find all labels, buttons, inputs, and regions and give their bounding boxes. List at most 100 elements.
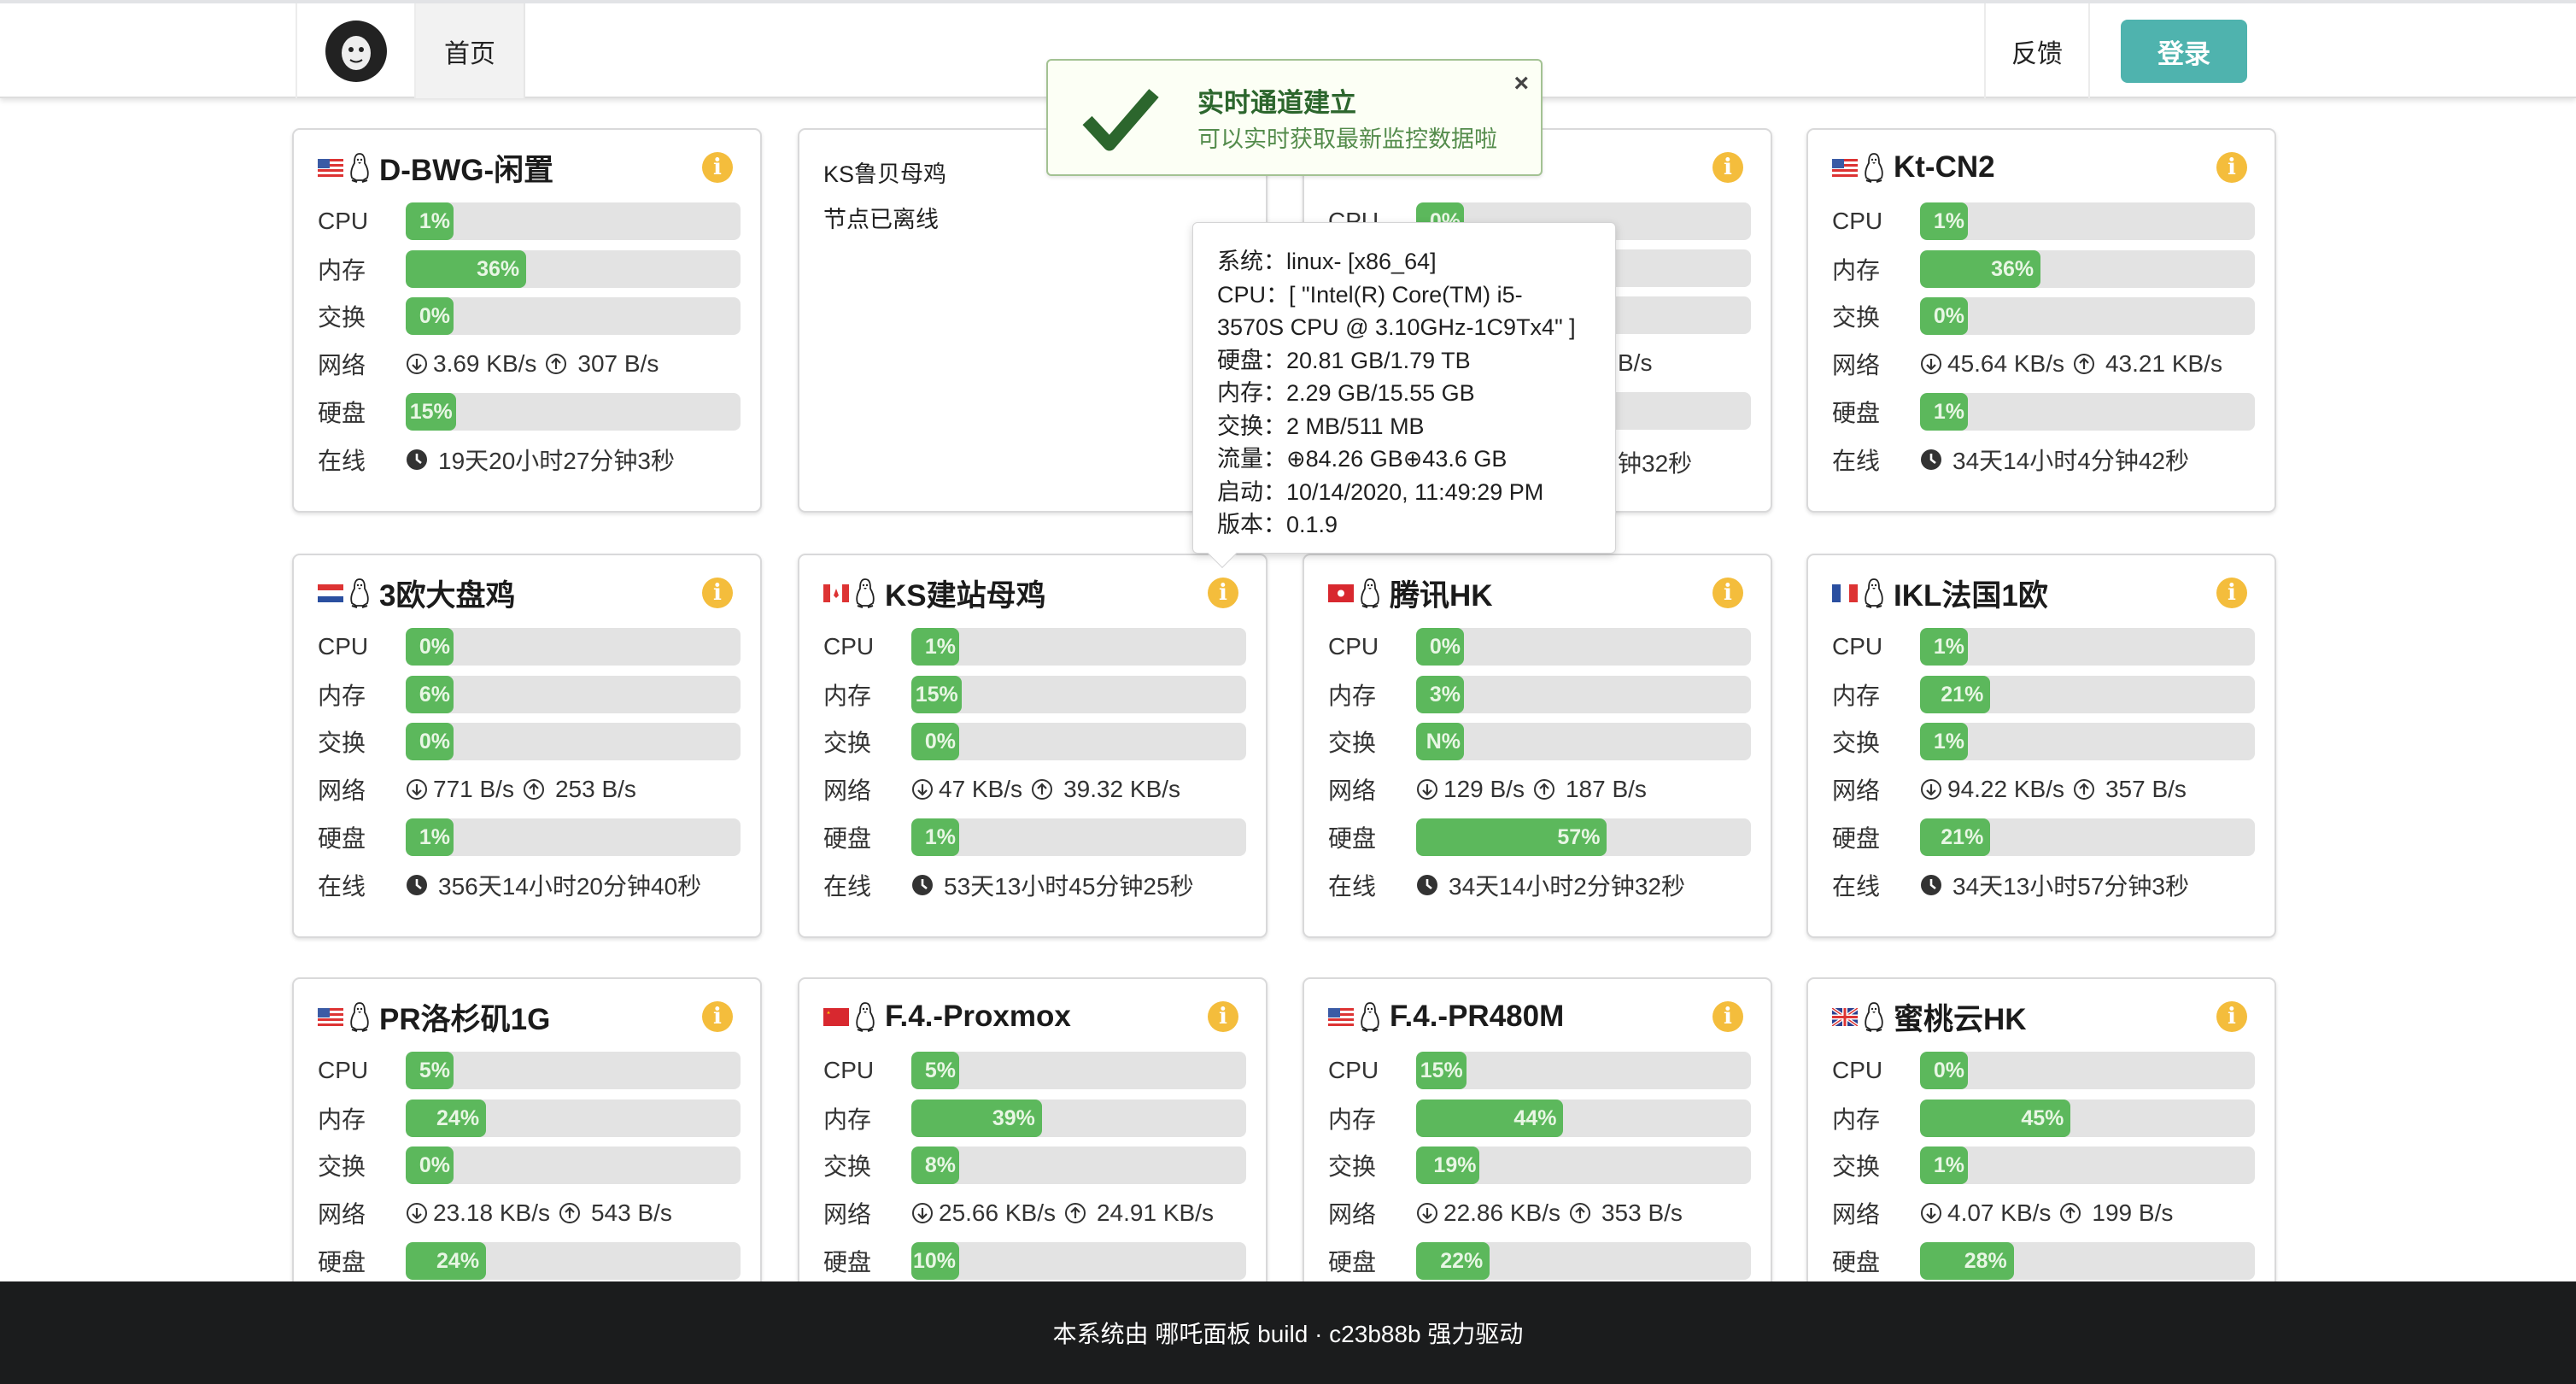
net-upload: 39.32 KB/s bbox=[1063, 776, 1181, 802]
cpu-progress-bar: 0% bbox=[1416, 628, 1751, 666]
disk-row: 硬盘 15% bbox=[318, 392, 745, 431]
mem-progress-bar: 21% bbox=[1920, 676, 2255, 713]
cpu-label: CPU bbox=[1832, 208, 1883, 234]
upload-arrow-icon bbox=[2073, 779, 2094, 800]
net-row: 网络 771 B/s 253 B/s bbox=[318, 770, 745, 809]
info-icon[interactable]: i bbox=[2216, 152, 2247, 183]
nav-feedback[interactable]: 反馈 bbox=[1984, 3, 2090, 98]
info-icon[interactable]: i bbox=[1712, 1001, 1743, 1032]
mem-progress-fill: 36% bbox=[406, 250, 527, 288]
info-icon[interactable]: i bbox=[702, 152, 733, 183]
mem-progress-bar: 39% bbox=[911, 1100, 1246, 1137]
net-label: 网络 bbox=[1832, 1201, 1881, 1228]
cpu-row: CPU 1% bbox=[1832, 627, 2259, 666]
disk-progress-fill: 28% bbox=[1920, 1242, 2014, 1280]
info-icon[interactable]: i bbox=[1208, 578, 1238, 608]
info-icon[interactable]: i bbox=[2216, 578, 2247, 608]
disk-progress-bar: 28% bbox=[1920, 1242, 2255, 1280]
mem-progress-bar: 36% bbox=[406, 250, 741, 288]
server-card[interactable]: D-BWG-闲置 i CPU 1% 内存 36% 交换 0% 网络 3.69 KB/s 307 B/… bbox=[292, 128, 762, 513]
cpu-progress-bar: 1% bbox=[406, 202, 741, 240]
server-card[interactable]: KS建站母鸡 i CPU 1% 内存 15% 交换 0% 网络 47 KB/s 39.32 KB/s… bbox=[798, 554, 1268, 938]
swap-label: 交换 bbox=[823, 1153, 872, 1180]
linux-penguin-icon bbox=[856, 1002, 875, 1032]
uptime-value: 34天14小时2分钟32秒 bbox=[1449, 873, 1686, 900]
swap-progress-bar: 0% bbox=[406, 297, 741, 335]
info-icon[interactable]: i bbox=[702, 1001, 733, 1032]
cpu-label: CPU bbox=[823, 633, 875, 660]
server-name: Kt-CN2 bbox=[1894, 150, 1995, 184]
server-name: 蜜桃云HK bbox=[1894, 1002, 2027, 1036]
notification-toast: 实时通道建立 可以实时获取最新监控数据啦 × bbox=[1046, 59, 1543, 176]
flag-us-icon bbox=[1832, 158, 1858, 177]
swap-label: 交换 bbox=[318, 1153, 366, 1180]
uptime-label: 在线 bbox=[823, 873, 872, 900]
uptime-value: 34天14小时4分钟42秒 bbox=[1952, 448, 2190, 474]
net-label: 网络 bbox=[1328, 1201, 1377, 1228]
upload-arrow-icon bbox=[546, 354, 567, 374]
server-card[interactable]: IKL法国1欧 i CPU 1% 内存 21% 交换 1% 网络 94.22 KB/s 357 B/… bbox=[1806, 554, 2276, 938]
server-card[interactable]: 3欧大盘鸡 i CPU 0% 内存 6% 交换 0% 网络 771 B/s 253 B/s 硬盘 1% 在… bbox=[292, 554, 762, 938]
server-card[interactable]: KS鲁贝母鸡 节点已离线 bbox=[798, 128, 1268, 513]
net-upload: 353 B/s bbox=[1601, 1199, 1683, 1226]
linux-penguin-icon bbox=[1361, 578, 1379, 608]
upload-arrow-icon bbox=[2073, 354, 2094, 374]
upload-arrow-icon bbox=[1032, 779, 1053, 800]
swap-progress-bar: 1% bbox=[1920, 723, 2255, 760]
server-card[interactable]: Kt-CN2 i CPU 1% 内存 36% 交换 0% 网络 45.64 KB/s 43.21 K… bbox=[1806, 128, 2276, 513]
cpu-progress-fill: 1% bbox=[1920, 628, 1968, 666]
server-card[interactable]: 腾讯HK i CPU 0% 内存 3% 交换 N% 网络 129 B/s 187 B/s 硬盘 57% 在… bbox=[1303, 554, 1772, 938]
download-arrow-icon bbox=[912, 1203, 933, 1223]
info-icon[interactable]: i bbox=[1208, 1001, 1238, 1032]
mem-label: 内存 bbox=[1832, 1106, 1881, 1133]
net-row: 网络 47 KB/s 39.32 KB/s bbox=[823, 770, 1250, 809]
net-download: 94.22 KB/s bbox=[1947, 776, 2064, 802]
close-icon[interactable]: × bbox=[1513, 69, 1529, 97]
net-upload: 357 B/s bbox=[2105, 776, 2187, 802]
server-name: F.4.-Proxmox bbox=[885, 1000, 1071, 1033]
uptime-label: 在线 bbox=[318, 873, 366, 900]
offline-status: 节点已离线 bbox=[823, 207, 939, 232]
nav-home[interactable]: 首页 bbox=[414, 3, 525, 98]
server-name: KS建站母鸡 bbox=[885, 578, 1046, 613]
uptime-fragment: 钟32秒 bbox=[1618, 450, 1693, 477]
swap-row: 交换 N% bbox=[1328, 722, 1755, 761]
server-name: 腾讯HK bbox=[1390, 578, 1493, 613]
swap-progress-bar: 8% bbox=[911, 1146, 1246, 1184]
mem-progress-fill: 15% bbox=[911, 676, 962, 713]
server-name: KS鲁贝母鸡 bbox=[823, 161, 947, 187]
net-row: 网络 22.86 KB/s 353 B/s bbox=[1328, 1193, 1755, 1233]
swap-progress-fill: 8% bbox=[911, 1146, 959, 1184]
swap-progress-fill: 0% bbox=[406, 723, 454, 760]
swap-progress-bar: 0% bbox=[1920, 297, 2255, 335]
net-download: 771 B/s bbox=[433, 776, 514, 802]
swap-progress-fill: 1% bbox=[1920, 1146, 1968, 1184]
disk-progress-fill: 1% bbox=[911, 818, 959, 856]
swap-row: 交换 0% bbox=[318, 722, 745, 761]
net-row: 网络 45.64 KB/s 43.21 KB/s bbox=[1832, 344, 2259, 384]
flag-ca-icon bbox=[823, 584, 849, 602]
swap-row: 交换 0% bbox=[1832, 296, 2259, 336]
tooltip-line: 3570S CPU @ 3.10GHz-1C9Tx4" ] bbox=[1217, 314, 1576, 340]
uptime-row: 在线 34天14小时4分钟42秒 bbox=[1832, 440, 2259, 479]
mem-progress-fill: 24% bbox=[406, 1100, 487, 1137]
cpu-progress-fill: 1% bbox=[1920, 202, 1968, 240]
disk-label: 硬盘 bbox=[1328, 825, 1377, 852]
disk-progress-fill: 21% bbox=[1920, 818, 1991, 856]
info-icon[interactable]: i bbox=[1712, 152, 1743, 183]
info-icon[interactable]: i bbox=[2216, 1001, 2247, 1032]
info-icon[interactable]: i bbox=[1712, 578, 1743, 608]
linux-penguin-icon bbox=[350, 578, 369, 608]
info-icon[interactable]: i bbox=[702, 578, 733, 608]
swap-progress-bar: 0% bbox=[406, 1146, 741, 1184]
mem-row: 内存 15% bbox=[823, 675, 1250, 714]
mem-progress-bar: 44% bbox=[1416, 1100, 1751, 1137]
login-button[interactable]: 登录 bbox=[2121, 20, 2247, 83]
swap-row: 交换 0% bbox=[823, 722, 1250, 761]
logo[interactable] bbox=[296, 3, 414, 98]
server-title: D-BWG-闲置 bbox=[318, 149, 553, 187]
server-detail-tooltip: 系统：linux- [x86_64] CPU：[ "Intel(R) Core(T… bbox=[1192, 222, 1616, 568]
upload-arrow-icon bbox=[1569, 1203, 1590, 1223]
flag-fr-icon bbox=[1832, 584, 1858, 602]
net-row: 网络 25.66 KB/s 24.91 KB/s bbox=[823, 1193, 1250, 1233]
